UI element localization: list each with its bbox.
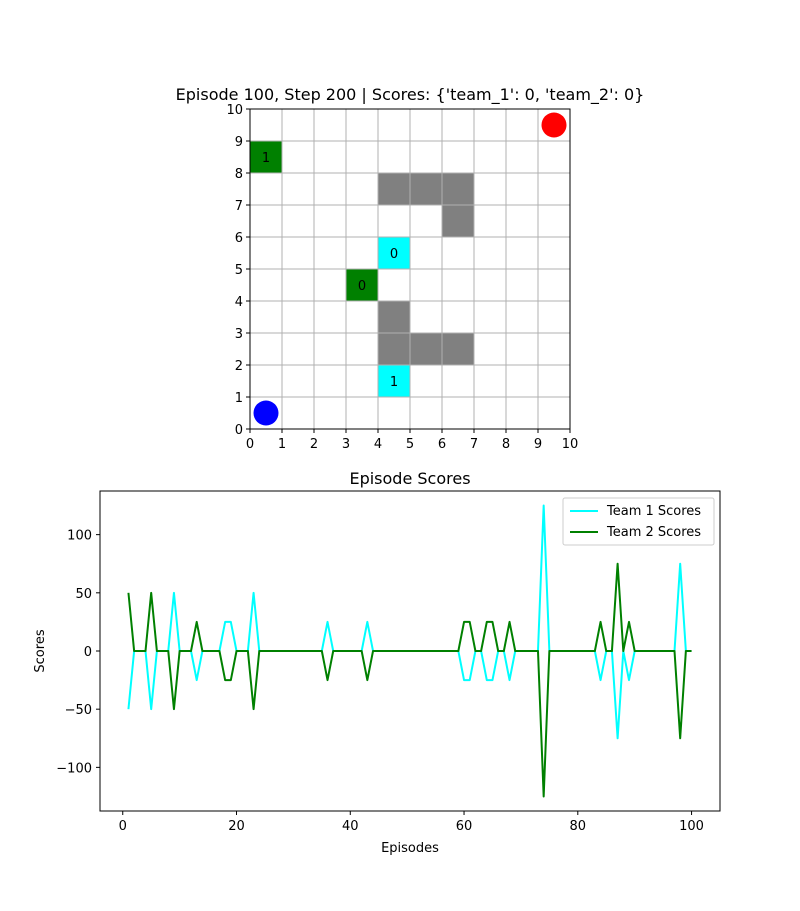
grid-title: Episode 100, Step 200 | Scores: {'team_1…	[176, 85, 645, 105]
agent-cell-cyan	[378, 237, 410, 269]
legend-label-team-1: Team 1 Scores	[606, 504, 701, 519]
agent-label: 1	[390, 375, 398, 390]
x-tick-label: 3	[342, 437, 350, 452]
line-title: Episode Scores	[349, 469, 470, 488]
agent-label: 0	[358, 279, 366, 294]
x-tick-label: 5	[406, 437, 414, 452]
x-tick-label: 0	[246, 437, 254, 452]
legend-box	[562, 497, 715, 546]
y-tick-label: 10	[226, 103, 243, 118]
x-tick-label: 6	[438, 437, 446, 452]
x-axis-label: Episodes	[381, 841, 439, 856]
x-tick-label: 60	[456, 819, 473, 834]
obstacle-cell	[442, 205, 474, 237]
y-tick-label: −100	[56, 761, 92, 776]
x-tick-label: 10	[562, 437, 579, 452]
base-marker	[253, 400, 279, 426]
x-tick-label: 100	[679, 819, 704, 834]
x-tick-label: 4	[374, 437, 382, 452]
agent-label: 0	[390, 247, 398, 262]
y-tick-label: 2	[235, 359, 243, 374]
x-tick-label: 1	[278, 437, 286, 452]
y-tick-label: 5	[235, 263, 243, 278]
obstacle-cell	[410, 173, 442, 205]
legend: Team 1 Scores Team 2 Scores	[562, 497, 715, 546]
obstacle-cell	[410, 333, 442, 365]
obstacle-cell	[378, 333, 410, 365]
y-tick-label: 0	[84, 645, 92, 660]
line-layer: 0 20 40 60 80 100 −100 −50 0 50 100	[56, 490, 721, 834]
x-tick-label: 9	[534, 437, 542, 452]
agent-cell-green	[250, 141, 282, 173]
y-axis-label: Scores	[33, 629, 48, 672]
y-tick-label: 4	[235, 295, 243, 310]
obstacle-cell	[378, 301, 410, 333]
y-tick-label: −50	[65, 703, 92, 718]
obstacle-cell	[442, 173, 474, 205]
obstacle-cell	[378, 173, 410, 205]
series-line-team-2	[127, 562, 692, 798]
x-tick-label: 8	[502, 437, 510, 452]
agent-cell-green	[346, 269, 378, 301]
base-marker	[541, 112, 567, 138]
y-tick-label: 50	[75, 587, 92, 602]
x-tick-label: 80	[570, 819, 587, 834]
x-tick-label: 40	[342, 819, 359, 834]
x-tick-label: 0	[119, 819, 127, 834]
obstacle-cell	[442, 333, 474, 365]
y-tick-label: 9	[235, 135, 243, 150]
x-tick-label: 2	[310, 437, 318, 452]
y-tick-label: 0	[235, 423, 243, 438]
y-tick-label: 8	[235, 167, 243, 182]
y-tick-label: 3	[235, 327, 243, 342]
y-tick-label: 6	[235, 231, 243, 246]
agent-label: 1	[262, 151, 270, 166]
y-tick-label: 1	[235, 391, 243, 406]
y-tick-label: 7	[235, 199, 243, 214]
legend-label-team-2: Team 2 Scores	[606, 525, 701, 540]
y-tick-label: 100	[67, 529, 92, 544]
x-tick-label: 7	[470, 437, 478, 452]
x-tick-label: 20	[228, 819, 245, 834]
agent-cell-cyan	[378, 365, 410, 397]
